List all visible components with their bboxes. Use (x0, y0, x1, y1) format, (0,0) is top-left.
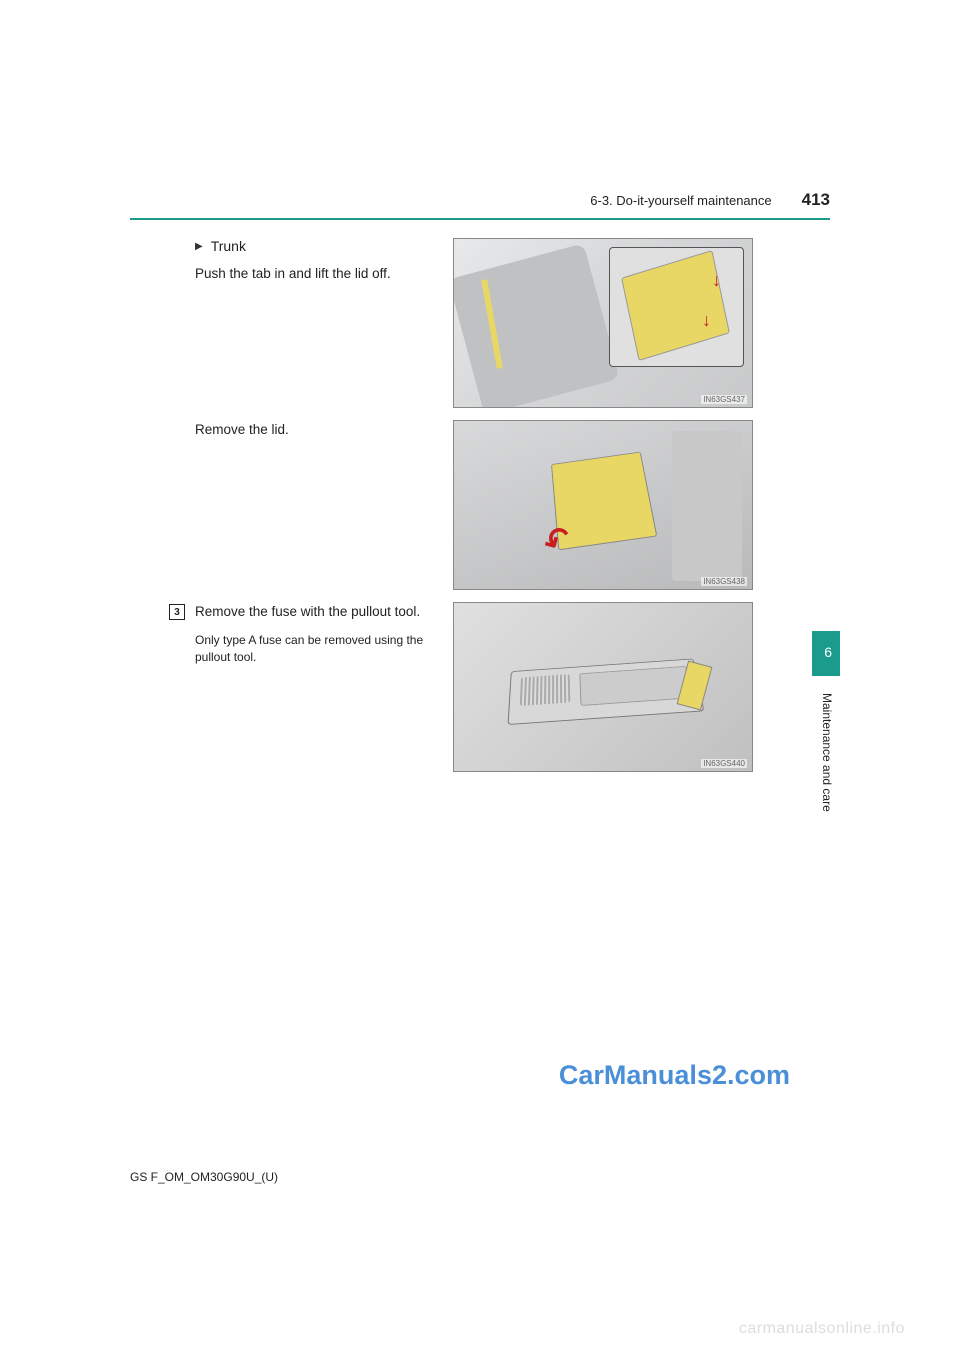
image-label: IN63GS437 (701, 395, 747, 404)
illustration-remove-lid: ↶ IN63GS438 (453, 420, 753, 590)
body-text: Remove the lid. (195, 420, 435, 440)
section-title: 6-3. Do-it-yourself maintenance (590, 193, 771, 208)
step-text: Remove the fuse with the pullout tool. (195, 602, 435, 622)
page-header: 6-3. Do-it-yourself maintenance 413 (130, 190, 830, 220)
heading-text: Trunk (211, 238, 246, 254)
watermark: CarManuals2.com (559, 1060, 790, 1091)
chapter-label: Maintenance and care (820, 693, 834, 812)
image-label: IN63GS438 (701, 577, 747, 586)
chapter-number: 6 (824, 644, 832, 660)
footer-watermark: carmanualsonline.info (739, 1320, 905, 1338)
step-row: 3 Remove the fuse with the pullout tool.… (169, 602, 435, 666)
instruction-block: ▶ Trunk Push the tab in and lift the lid… (195, 238, 830, 408)
manual-page: 6-3. Do-it-yourself maintenance 413 ▶ Tr… (130, 190, 830, 1200)
text-column: 3 Remove the fuse with the pullout tool.… (195, 602, 435, 666)
body-text: Push the tab in and lift the lid off. (195, 264, 435, 284)
text-column: ▶ Trunk Push the tab in and lift the lid… (195, 238, 435, 284)
page-number: 413 (802, 190, 830, 210)
image-column: ↓ ↓ IN63GS437 (453, 238, 830, 408)
note-text: Only type A fuse can be removed using th… (195, 632, 435, 666)
step-number-box: 3 (169, 604, 185, 620)
text-column: Remove the lid. (195, 420, 435, 440)
illustration-fuse-pullout: IN63GS440 (453, 602, 753, 772)
image-column: ↶ IN63GS438 (453, 420, 830, 590)
triangle-icon: ▶ (195, 241, 203, 252)
instruction-block: 3 Remove the fuse with the pullout tool.… (195, 602, 830, 772)
instruction-block: Remove the lid. ↶ IN63GS438 (195, 420, 830, 590)
sub-heading: ▶ Trunk (195, 238, 435, 254)
image-column: IN63GS440 (453, 602, 830, 772)
document-id: GS F_OM_OM30G90U_(U) (130, 1170, 278, 1184)
page-content: ▶ Trunk Push the tab in and lift the lid… (130, 220, 830, 772)
illustration-trunk-tab: ↓ ↓ IN63GS437 (453, 238, 753, 408)
image-label: IN63GS440 (701, 759, 747, 768)
